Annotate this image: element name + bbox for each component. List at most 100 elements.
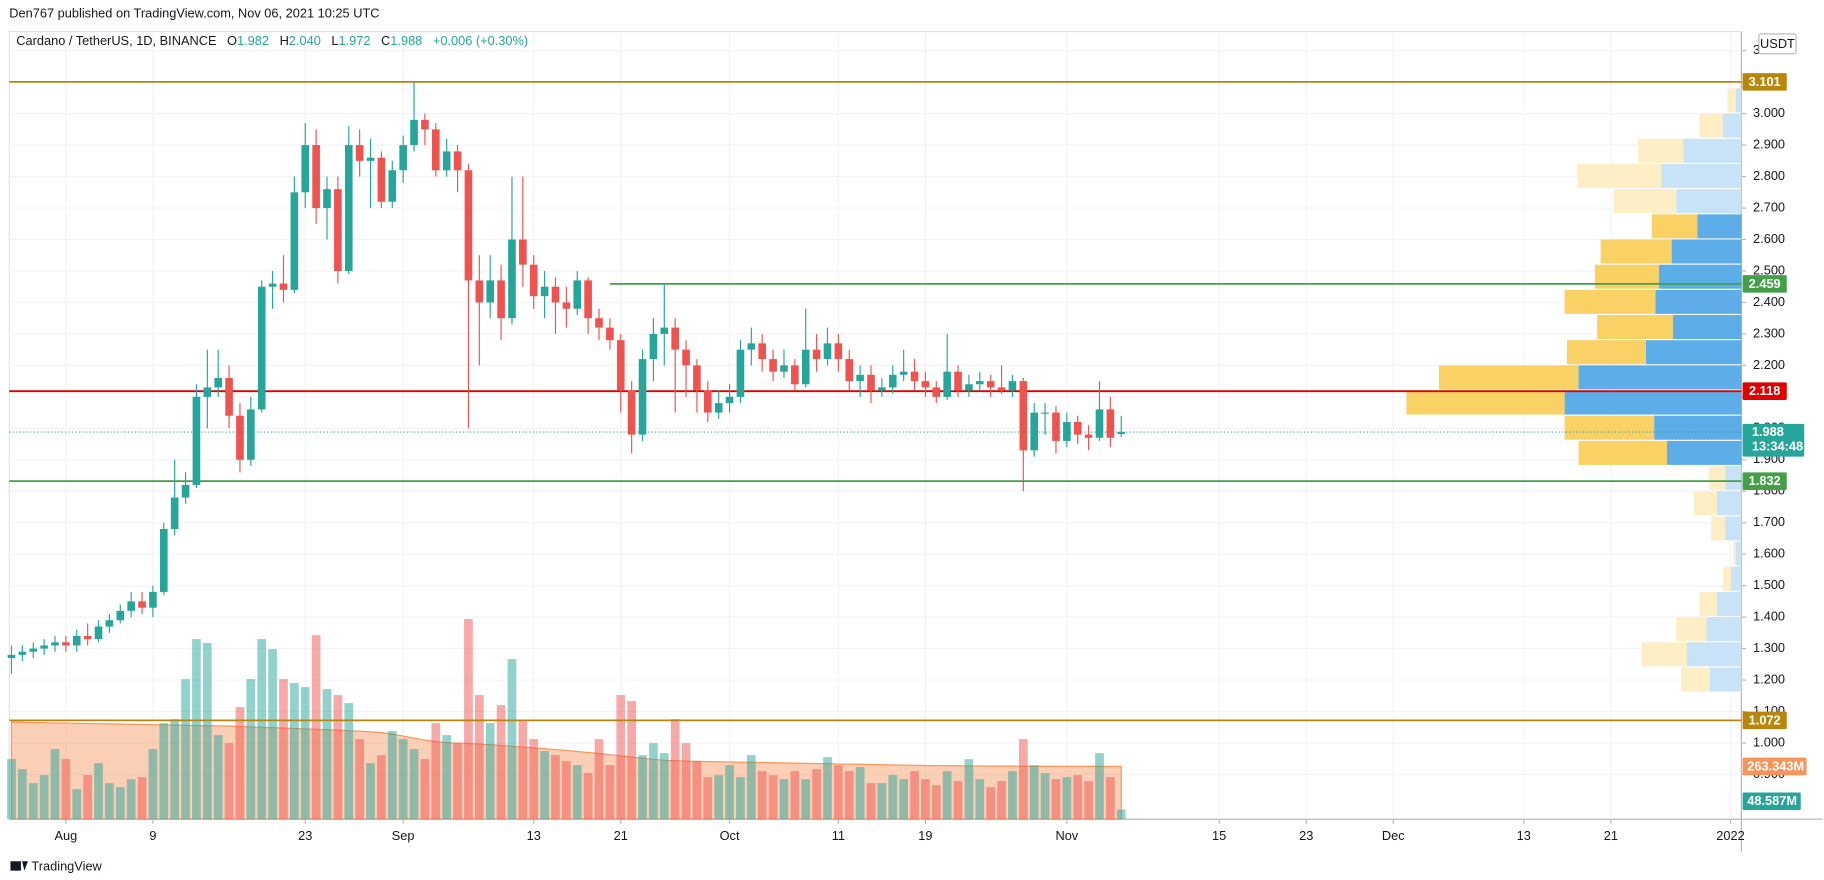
volume-bar [50, 749, 60, 820]
volume-last-tag [1742, 792, 1801, 811]
candle-body [769, 359, 777, 372]
candle-body [72, 636, 81, 646]
x-tick-label: Oct [720, 828, 740, 843]
candle-body [40, 645, 48, 649]
candle-body [1063, 422, 1071, 441]
profile-up [1735, 88, 1742, 113]
candle-body [257, 286, 266, 410]
y-tick-label: 2.600 [1753, 231, 1785, 246]
volume-bar [202, 643, 212, 820]
y-tick-label: 1.400 [1753, 608, 1785, 623]
profile-down [1693, 491, 1717, 516]
logo-mark[interactable] [10, 861, 21, 871]
volume-bar [790, 771, 800, 820]
candle-body [823, 343, 832, 360]
candle-body [725, 396, 734, 404]
candle-body [399, 145, 407, 171]
candle-body [529, 264, 538, 297]
candle-body [714, 403, 723, 413]
volume-bar [1073, 775, 1083, 820]
y-tick-label: 2.300 [1753, 325, 1785, 340]
x-tick-label: 13 [1517, 828, 1531, 843]
candle-body [888, 374, 897, 388]
profile-down [1577, 163, 1662, 188]
volume-bar [921, 779, 930, 820]
volume-bar [1084, 781, 1093, 820]
candle-body [758, 343, 767, 360]
candle-body [584, 280, 592, 319]
profile-down [1566, 340, 1647, 365]
volume-bar [812, 769, 821, 820]
volume-bar [192, 639, 201, 820]
volume-bar [714, 775, 724, 820]
volume-bar [213, 735, 223, 820]
profile-down [1406, 390, 1565, 415]
candle-body [290, 192, 299, 290]
volume-bar [442, 735, 452, 820]
legend-value: 1.982 [237, 33, 269, 48]
level-tag [1742, 382, 1787, 400]
volume-bar [464, 619, 473, 820]
logo-text[interactable]: TradingView [31, 858, 102, 873]
candle-body [225, 377, 233, 416]
candle-body [508, 239, 516, 319]
candle-body [388, 170, 397, 202]
profile-up [1666, 440, 1742, 465]
volume-bar [61, 759, 71, 820]
candle-body [247, 409, 255, 460]
volume-bar [257, 639, 267, 820]
volume-bar [322, 689, 332, 820]
candle-body [214, 377, 223, 388]
profile-up [1735, 541, 1742, 566]
logo[interactable]: TradingView [10, 858, 103, 874]
candle-body [181, 484, 190, 498]
candle-body [867, 374, 875, 391]
candle-body [616, 340, 625, 391]
y-tick-label: 1.700 [1753, 514, 1785, 529]
candle-body [899, 371, 908, 375]
profile-down [1594, 264, 1659, 289]
profile-down [1637, 138, 1684, 163]
candle-body [649, 333, 658, 360]
volume-bar [398, 739, 408, 820]
volume-bar [137, 777, 147, 820]
legend: Cardano / TetherUS, 1D, BINANCE O1.982 H… [16, 33, 528, 48]
profile-up [1672, 315, 1742, 340]
level-tag [1742, 275, 1787, 293]
candle-body [1073, 422, 1082, 435]
candle-body [301, 145, 310, 193]
volume-bar [83, 775, 92, 820]
volume-bar [159, 723, 169, 820]
x-tick-label: Aug [55, 828, 78, 843]
candle-body [660, 327, 669, 334]
volume-bar [899, 779, 908, 820]
profile-up [1710, 667, 1742, 692]
candle-body [83, 636, 92, 640]
candle-body [355, 145, 364, 161]
candle-body [1008, 381, 1017, 391]
currency-box[interactable] [1758, 33, 1797, 55]
profile-down [1676, 617, 1707, 642]
candle-body [149, 591, 157, 608]
candle-body [986, 381, 995, 388]
x-tick-label: 23 [298, 828, 312, 843]
candle-body [475, 280, 484, 303]
candle-body [1106, 409, 1115, 438]
profile-down [1438, 365, 1579, 390]
candle-body [519, 239, 527, 265]
volume-bar [736, 777, 745, 820]
logo-mark[interactable] [22, 861, 28, 871]
volume-bar [703, 777, 713, 820]
candle-body [497, 280, 505, 319]
profile-down [1722, 566, 1731, 591]
profile-up [1725, 516, 1742, 541]
currency-label[interactable]: USDT [1760, 36, 1795, 51]
countdown-label: 13:34:48 [1752, 439, 1803, 454]
profile-up [1697, 214, 1742, 239]
candle-body [540, 286, 549, 297]
volume-bar [1106, 777, 1115, 820]
candle-body [7, 654, 16, 659]
volume-bar [931, 785, 941, 820]
y-tick-label: 2.400 [1753, 294, 1785, 309]
x-tick-label: Sep [392, 828, 415, 843]
